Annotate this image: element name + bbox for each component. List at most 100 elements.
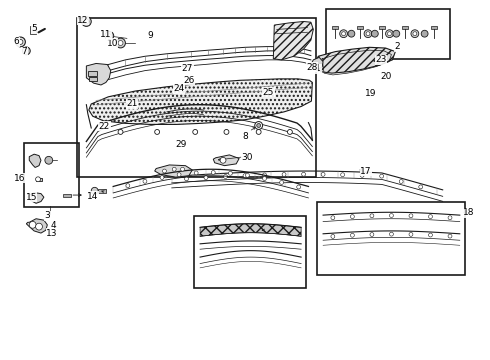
Text: 19: 19 [365, 89, 377, 98]
Circle shape [105, 31, 114, 40]
Circle shape [360, 174, 364, 177]
Circle shape [321, 172, 325, 176]
Circle shape [371, 30, 378, 37]
Circle shape [255, 122, 263, 129]
Text: 6: 6 [14, 37, 20, 46]
Circle shape [23, 47, 30, 55]
Circle shape [380, 174, 384, 178]
Bar [30, 26, 36, 34]
Text: 26: 26 [183, 76, 195, 85]
Text: 20: 20 [380, 72, 391, 81]
Text: 25: 25 [263, 87, 274, 96]
Circle shape [348, 30, 355, 37]
Circle shape [163, 169, 167, 173]
Circle shape [256, 130, 261, 134]
Circle shape [288, 130, 293, 134]
Text: 4: 4 [51, 221, 56, 230]
Circle shape [184, 177, 188, 181]
Text: 8: 8 [242, 132, 248, 141]
Text: 13: 13 [47, 229, 58, 238]
Circle shape [350, 233, 354, 237]
Polygon shape [200, 224, 301, 236]
Circle shape [411, 30, 419, 37]
Polygon shape [213, 155, 239, 166]
Circle shape [220, 157, 226, 163]
Bar [379, 26, 385, 30]
Circle shape [18, 40, 23, 44]
Circle shape [224, 130, 229, 134]
Bar [402, 26, 408, 30]
Circle shape [181, 167, 184, 171]
Circle shape [172, 167, 176, 171]
Circle shape [45, 156, 53, 164]
Circle shape [116, 38, 125, 48]
Circle shape [331, 216, 335, 220]
Circle shape [340, 30, 347, 37]
Circle shape [393, 30, 400, 37]
Circle shape [81, 17, 91, 26]
Circle shape [245, 174, 249, 177]
Bar [88, 71, 97, 76]
Circle shape [223, 175, 227, 179]
Text: 28: 28 [307, 63, 318, 72]
Circle shape [243, 174, 247, 177]
Polygon shape [89, 79, 312, 125]
Bar [317, 202, 465, 275]
Circle shape [118, 41, 123, 45]
Text: 24: 24 [173, 84, 185, 93]
Circle shape [390, 232, 393, 236]
Polygon shape [316, 47, 395, 73]
Circle shape [413, 32, 417, 36]
Circle shape [386, 30, 393, 37]
Circle shape [448, 234, 452, 238]
Text: 23: 23 [375, 55, 387, 64]
Circle shape [370, 214, 374, 218]
Circle shape [421, 30, 428, 37]
Circle shape [409, 233, 413, 236]
Circle shape [211, 171, 215, 175]
Circle shape [388, 32, 392, 36]
Circle shape [429, 233, 433, 237]
Circle shape [107, 34, 111, 38]
Circle shape [331, 234, 335, 238]
Bar [332, 26, 338, 30]
Circle shape [160, 176, 164, 180]
Polygon shape [28, 193, 44, 203]
Circle shape [282, 172, 286, 176]
Bar [432, 26, 437, 30]
Text: 29: 29 [175, 140, 186, 149]
Bar [194, 216, 306, 288]
Text: 15: 15 [25, 193, 37, 202]
Text: 11: 11 [100, 30, 112, 39]
Circle shape [342, 32, 345, 36]
Circle shape [448, 216, 452, 220]
Text: 3: 3 [45, 211, 50, 220]
Text: 21: 21 [126, 99, 138, 108]
Text: 5: 5 [31, 24, 37, 33]
Bar [24, 143, 78, 207]
Text: 9: 9 [147, 31, 153, 40]
Bar [89, 77, 97, 81]
Circle shape [84, 19, 89, 24]
Circle shape [228, 171, 232, 175]
Circle shape [257, 123, 261, 127]
Bar [63, 194, 71, 197]
Circle shape [429, 215, 433, 219]
Circle shape [370, 233, 374, 237]
Circle shape [91, 187, 98, 194]
Text: 1: 1 [316, 64, 321, 73]
Bar [98, 189, 106, 193]
Polygon shape [311, 57, 323, 69]
Circle shape [390, 213, 393, 217]
Text: 14: 14 [87, 192, 98, 201]
Circle shape [366, 32, 370, 36]
Circle shape [341, 173, 344, 177]
Circle shape [204, 176, 208, 180]
Circle shape [16, 37, 25, 47]
Circle shape [193, 130, 197, 134]
Circle shape [263, 173, 267, 177]
Circle shape [36, 177, 41, 182]
Polygon shape [273, 22, 313, 60]
Bar [357, 26, 363, 30]
Text: 30: 30 [242, 153, 253, 162]
